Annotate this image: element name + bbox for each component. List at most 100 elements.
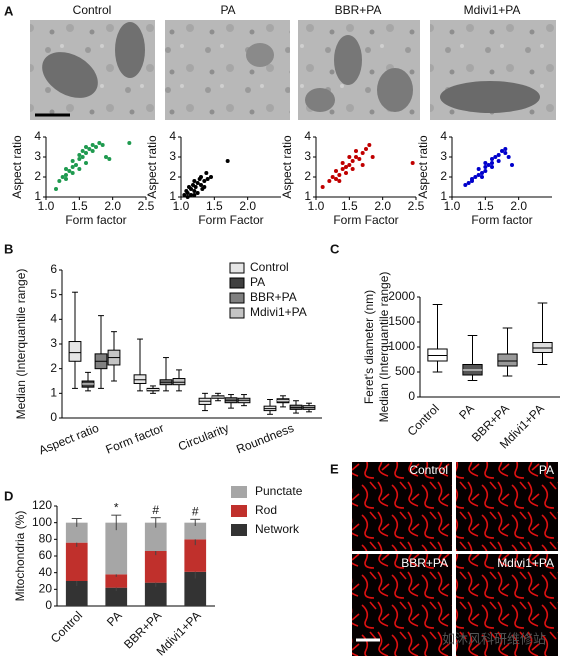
bar-segment <box>65 581 88 606</box>
box <box>133 374 147 384</box>
y-tick-label: 2 <box>50 361 57 375</box>
annotation: # <box>152 503 159 517</box>
point <box>80 155 85 159</box>
point <box>90 149 95 153</box>
y-tick-label: 500 <box>395 364 415 378</box>
y-tick-label: 4 <box>304 129 311 143</box>
point <box>476 173 481 177</box>
point <box>510 163 514 167</box>
panel-letter: D <box>4 488 13 503</box>
point <box>354 155 358 159</box>
y-tick-label: 1 <box>169 189 176 203</box>
y-tick-label: 3 <box>440 149 447 163</box>
mitochondrion <box>42 52 98 98</box>
y-axis-label: Median (Interquantile range) <box>14 269 28 420</box>
image-label: BBR+PA <box>335 3 382 17</box>
point <box>189 193 193 197</box>
x-tick-label: 1.5 <box>206 199 223 213</box>
point <box>490 157 494 161</box>
bar-segment <box>144 582 167 606</box>
point <box>189 187 193 191</box>
point <box>506 155 511 159</box>
y-tick-label: 5 <box>50 287 57 301</box>
point <box>320 185 325 189</box>
point <box>486 163 491 167</box>
point <box>199 183 203 187</box>
point <box>337 173 342 177</box>
point <box>330 175 335 179</box>
legend-label: BBR+PA <box>250 290 297 304</box>
point <box>463 183 468 187</box>
bar-segment <box>144 551 167 583</box>
watermark: 如沐风科研维修站 <box>442 631 546 646</box>
point <box>185 191 190 195</box>
bar-segment <box>65 542 88 581</box>
x-tick-label: 1.0 <box>173 199 190 213</box>
y-tick-label: 3 <box>50 336 57 350</box>
y-axis-label: Aspect ratio <box>416 135 430 199</box>
x-axis-label: Form factor <box>471 213 532 227</box>
y-tick-label: 1 <box>304 189 311 203</box>
x-axis-label: Form factor <box>65 213 126 227</box>
y-axis-label: Feret's diameter (nm) <box>362 290 376 404</box>
y-tick-label: 2 <box>169 169 176 183</box>
point <box>70 165 75 169</box>
y-tick-label: 120 <box>32 498 52 512</box>
point <box>496 159 501 163</box>
panel-letter: B <box>4 241 13 256</box>
bar-segment <box>105 574 128 588</box>
point <box>60 175 65 179</box>
point <box>202 179 207 183</box>
legend-label: Punctate <box>255 484 303 498</box>
image-label: Control <box>409 463 448 477</box>
y-tick-label: 4 <box>169 129 176 143</box>
point <box>493 155 498 159</box>
legend-swatch <box>231 486 247 498</box>
y-tick-label: 100 <box>32 515 52 529</box>
point <box>90 143 95 147</box>
legend-label: PA <box>250 275 265 289</box>
y-axis-label: Mitochondria (%) <box>13 511 27 602</box>
legend-label: Mdivi1+PA <box>250 305 307 319</box>
point <box>350 159 355 163</box>
point <box>192 189 197 193</box>
mitochondrion <box>440 81 540 113</box>
point <box>199 175 203 179</box>
point <box>87 147 92 151</box>
point <box>340 167 345 171</box>
x-tick-label: 1.0 <box>308 199 325 213</box>
legend-swatch <box>231 524 247 536</box>
point <box>340 161 345 165</box>
y-tick-label: 6 <box>50 262 57 276</box>
point <box>64 173 68 177</box>
x-tick-label: 2.5 <box>138 199 155 213</box>
point <box>473 175 478 179</box>
point <box>337 179 342 183</box>
x-tick-label: PA <box>456 401 477 422</box>
y-axis-label: Aspect ratio <box>10 135 24 199</box>
image-label: BBR+PA <box>401 556 448 570</box>
tem-image <box>165 20 290 120</box>
x-tick-label: 1.0 <box>444 199 461 213</box>
image-label: Control <box>73 3 112 17</box>
point <box>192 193 197 197</box>
y-tick-label: 0 <box>45 598 52 612</box>
point <box>344 165 348 169</box>
point <box>327 179 332 183</box>
point <box>344 171 348 175</box>
x-tick-label: 2.0 <box>104 199 121 213</box>
bar-segment <box>184 522 207 540</box>
x-tick-label: Control <box>48 608 85 645</box>
point <box>67 169 72 173</box>
image-label: Mdivi1+PA <box>464 3 521 17</box>
image-label: PA <box>220 3 235 17</box>
point <box>54 187 58 191</box>
x-tick-label: 1.5 <box>341 199 358 213</box>
point <box>483 161 488 165</box>
point <box>357 157 362 161</box>
point <box>70 171 75 175</box>
y-tick-label: 40 <box>39 565 53 579</box>
point <box>360 163 365 167</box>
point <box>80 149 85 153</box>
x-axis-label: Form Factor <box>198 213 263 227</box>
